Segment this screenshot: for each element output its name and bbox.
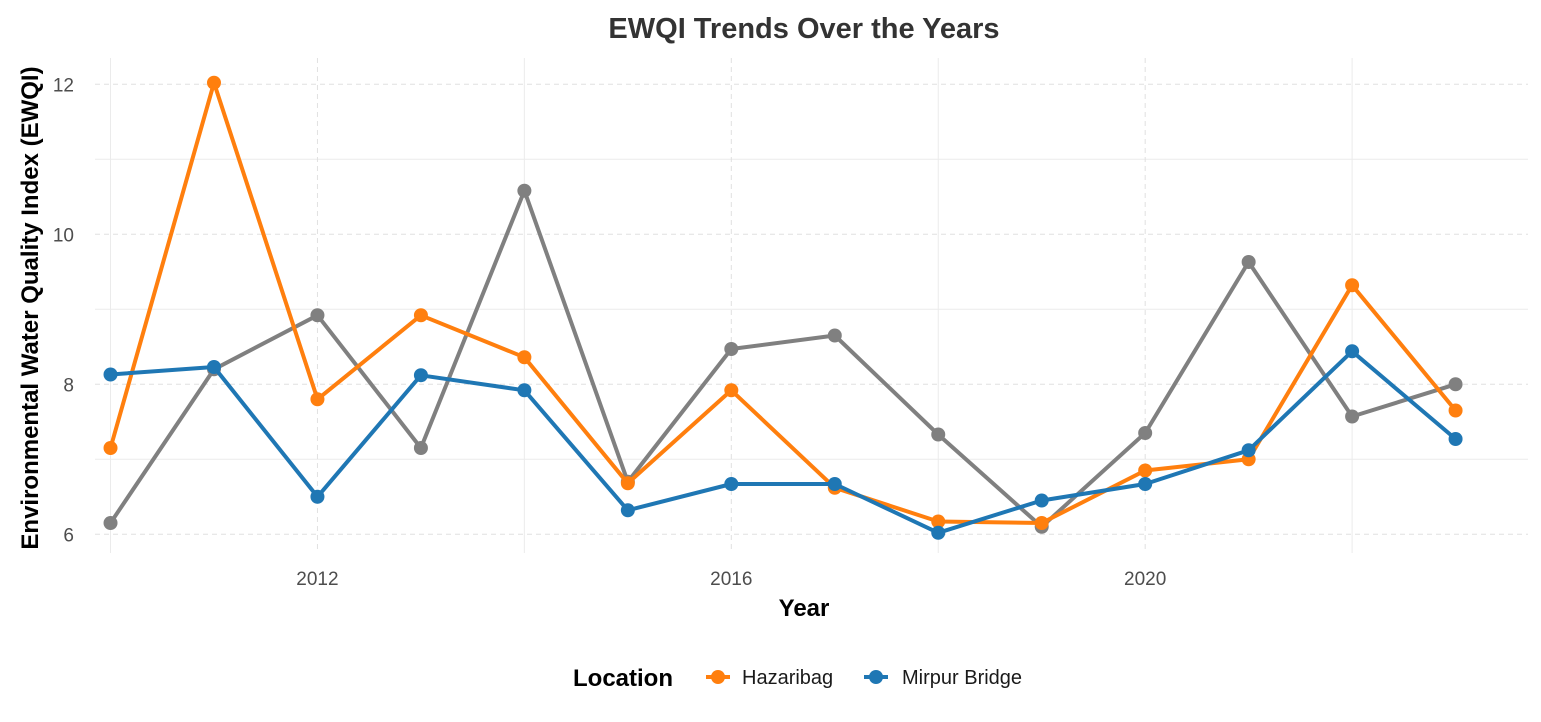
data-point-mirpur [1241,443,1256,458]
grid-lines [95,58,1528,553]
x-tick-label: 2016 [710,569,752,590]
y-axis-title: Environmental Water Quality Index (EWQI) [17,66,44,549]
data-point-mirpur [517,383,532,398]
data-point-mirpur [206,360,221,374]
data-point-mirpur [1034,493,1049,508]
x-tick-label: 2020 [1124,569,1166,590]
y-tick-label: 8 [63,375,74,396]
data-point-hazaribag [1345,278,1360,293]
data-point-mirpur [103,367,118,382]
data-point-grey [1448,377,1463,392]
data-point-grey [1345,409,1360,424]
data-point-grey [103,516,118,530]
data-point-hazaribag [1034,516,1049,530]
data-point-hazaribag [1138,463,1153,478]
legend-marker-hazaribag [711,670,725,684]
data-point-grey [517,183,532,198]
legend-item-hazaribag[interactable]: Hazaribag [706,667,833,689]
data-point-mirpur [1138,477,1153,491]
legend-item-mirpur-bridge[interactable]: Mirpur Bridge [864,667,1022,689]
data-point-mirpur [620,503,635,518]
y-axis-ticks: 6 8 10 12 [53,75,74,546]
data-point-mirpur [724,477,739,491]
legend-marker-mirpur-bridge [869,670,883,684]
y-tick-label: 6 [63,525,74,546]
legend: Location Hazaribag Mirpur Bridge [573,665,1022,692]
y-tick-label: 12 [53,75,74,96]
legend-label-mirpur-bridge: Mirpur Bridge [902,667,1022,689]
series-mirpur [103,344,1463,540]
data-point-grey [413,441,428,455]
data-point-hazaribag [310,392,325,407]
data-point-hazaribag [413,308,428,323]
data-point-mirpur [413,368,428,383]
data-point-hazaribag [724,383,739,398]
data-point-mirpur [310,489,325,504]
data-point-hazaribag [931,514,946,529]
series-line-mirpur [108,349,1458,535]
data-point-hazaribag [1448,403,1463,418]
data-point-mirpur [827,477,842,491]
data-point-mirpur [931,525,946,540]
legend-label-hazaribag: Hazaribag [742,667,833,689]
x-axis-title: Year [779,595,830,622]
x-tick-label: 2012 [296,569,338,590]
data-point-grey [931,427,946,442]
data-point-grey [827,328,842,343]
legend-title: Location [573,665,673,692]
data-point-hazaribag [103,441,118,455]
y-tick-label: 10 [53,225,74,246]
data-point-grey [1138,426,1153,440]
data-point-mirpur [1448,432,1463,446]
data-point-grey [310,308,325,323]
series-layer [103,75,1463,540]
data-point-grey [1241,255,1256,269]
x-axis-ticks: 2012 2016 2020 [296,569,1166,590]
data-point-hazaribag [620,476,635,491]
data-point-grey [724,342,739,356]
data-point-hazaribag [517,350,532,365]
data-point-hazaribag [206,75,221,90]
series-line-hazaribag [108,80,1458,525]
chart-title: EWQI Trends Over the Years [608,13,999,45]
series-line-grey [108,188,1458,529]
data-point-mirpur [1345,344,1360,359]
